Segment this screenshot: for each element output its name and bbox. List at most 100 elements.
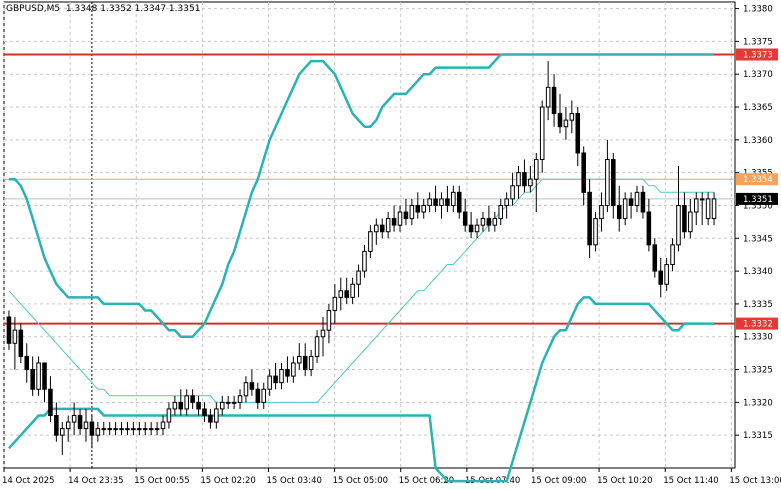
candle-body <box>131 428 136 431</box>
candle-body <box>231 401 237 404</box>
candle-body <box>611 159 616 206</box>
y-tick-label: 1.3380 <box>743 5 773 15</box>
candle-body <box>456 191 462 213</box>
candle-body <box>385 218 391 233</box>
candle-body <box>699 198 705 201</box>
candle-body <box>332 296 338 311</box>
x-tick-label: 15 Oct 03:40 <box>266 476 321 486</box>
price-label-text: 1.3373 <box>743 51 773 61</box>
y-tick-label: 1.3340 <box>743 267 773 277</box>
candle-body <box>676 204 681 246</box>
candle-body <box>344 290 349 298</box>
y-tick-label: 1.3345 <box>743 234 773 244</box>
candle-body <box>569 113 575 121</box>
candle-body <box>516 172 521 187</box>
x-tick-label: 15 Oct 00:55 <box>134 476 189 486</box>
candle-body <box>705 198 711 220</box>
candle-body <box>439 198 444 206</box>
candle-body <box>89 421 95 436</box>
candle-body <box>563 119 569 128</box>
candle-body <box>326 309 332 331</box>
candle-body <box>273 375 278 384</box>
candle-body <box>119 428 124 431</box>
candle-body <box>368 231 373 252</box>
candle-body <box>18 329 24 357</box>
candle-body <box>54 414 59 436</box>
y-tick-label: 1.3360 <box>743 136 773 146</box>
candle-body <box>379 224 385 233</box>
candle-body <box>468 224 474 233</box>
candle-body <box>658 270 663 285</box>
candle-body <box>581 152 586 193</box>
x-tick-label: 15 Oct 06:20 <box>399 476 454 486</box>
candle-body <box>249 382 255 390</box>
bollinger-middle-line <box>8 178 714 403</box>
candle-body <box>65 421 71 430</box>
candle-body <box>137 428 142 431</box>
candle-body <box>291 362 296 377</box>
candle-body <box>397 211 403 226</box>
chart-title: GBPUSD,M5 1.3348 1.3352 1.3347 1.3351 <box>6 4 201 14</box>
candle-body <box>60 428 65 436</box>
candle-body <box>427 198 432 206</box>
candle-body <box>522 172 527 187</box>
y-tick-label: 1.3320 <box>743 398 773 408</box>
candle-body <box>48 388 53 416</box>
candle-body <box>462 211 468 226</box>
candle-body <box>616 204 622 220</box>
candle-body <box>267 375 272 390</box>
candle-body <box>534 159 539 180</box>
candle-body <box>451 191 456 206</box>
candle-body <box>142 428 148 431</box>
candle-body <box>42 362 47 390</box>
price-label-box <box>736 317 778 330</box>
candle-body <box>498 204 504 220</box>
candle-body <box>670 244 675 266</box>
candle-body <box>107 428 112 431</box>
candle-body <box>374 224 379 233</box>
candle-body <box>338 290 344 298</box>
candle-body <box>308 355 314 371</box>
price-label-text: 1.3351 <box>743 195 773 205</box>
candle-body <box>297 355 302 364</box>
candle-body <box>445 198 450 206</box>
candle-body <box>575 113 581 154</box>
candle-body <box>320 329 326 338</box>
x-tick-label: 14 Oct 2025 <box>2 476 55 486</box>
candle-body <box>634 191 640 206</box>
y-tick-label: 1.3335 <box>743 300 773 310</box>
candle-body <box>528 178 533 187</box>
candle-body <box>711 198 717 220</box>
candle-body <box>101 428 107 431</box>
candle-body <box>160 421 166 430</box>
candle-body <box>652 244 658 272</box>
candle-body <box>83 421 89 430</box>
candle-body <box>433 198 438 206</box>
candle-body <box>409 204 415 220</box>
price-label-box <box>736 48 778 61</box>
candle-body <box>599 204 604 220</box>
candle-body <box>77 414 83 430</box>
candle-body <box>557 113 563 128</box>
candle-body <box>225 401 231 404</box>
candle-body <box>113 428 118 431</box>
candle-body <box>154 428 160 431</box>
candle-body <box>646 211 652 246</box>
candle-body <box>202 408 207 416</box>
bollinger-lower-line <box>8 296 714 483</box>
candle-body <box>504 198 509 206</box>
candle-body <box>302 355 308 371</box>
y-tick-label: 1.3315 <box>743 431 773 441</box>
candle-body <box>125 428 130 431</box>
candle-body <box>219 401 225 410</box>
candle-body <box>261 388 267 403</box>
candle-body <box>391 218 397 226</box>
x-tick-label: 15 Oct 13:00 <box>729 476 781 486</box>
candle-body <box>243 382 249 397</box>
candle-body <box>30 369 35 390</box>
candle-body <box>682 204 687 233</box>
candle-body <box>492 218 498 226</box>
candle-body <box>184 395 189 410</box>
